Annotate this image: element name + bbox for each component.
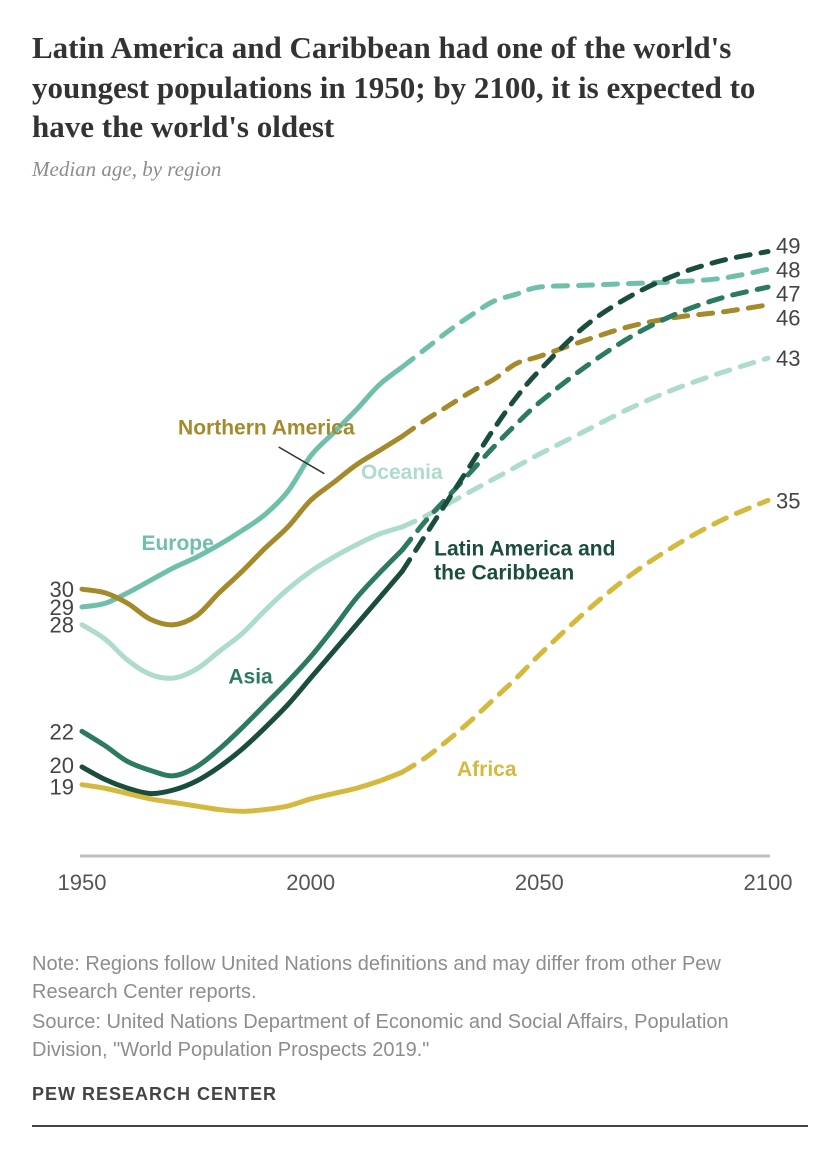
series-label-LatinAmericaCaribbean: Latin America and — [434, 537, 615, 560]
chart-title: Latin America and Caribbean had one of t… — [32, 28, 808, 147]
series-label-Africa: Africa — [457, 758, 517, 781]
end-value-label: 43 — [776, 346, 800, 371]
start-value-label: 22 — [50, 719, 74, 744]
series-line-Europe-projected — [402, 269, 768, 367]
series-label-Asia: Asia — [228, 665, 273, 688]
series-label-LatinAmericaCaribbean: the Caribbean — [434, 561, 574, 584]
start-value-label: 28 — [50, 613, 74, 638]
chart-subtitle: Median age, by region — [32, 157, 808, 182]
end-value-label: 35 — [776, 488, 800, 513]
end-value-label: 48 — [776, 258, 800, 283]
start-value-label: 19 — [50, 775, 74, 800]
series-label-Oceania: Oceania — [361, 461, 443, 484]
line-chart: 1950200020502100302928222019494847464335… — [32, 206, 808, 926]
footer-rule — [32, 1125, 808, 1127]
chart-source: Source: United Nations Department of Eco… — [32, 1008, 808, 1064]
end-value-label: 46 — [776, 306, 800, 331]
series-line-Oceania-projected — [402, 358, 768, 527]
chart-note: Note: Regions follow United Nations defi… — [32, 950, 808, 1006]
series-line-Africa — [82, 772, 402, 811]
end-value-label: 47 — [776, 282, 800, 307]
x-tick-label: 2100 — [744, 870, 793, 895]
brand-footer: PEW RESEARCH CENTER — [32, 1084, 808, 1121]
end-value-label: 49 — [776, 234, 800, 259]
x-tick-label: 2050 — [515, 870, 564, 895]
series-label-Europe: Europe — [141, 532, 213, 555]
x-tick-label: 1950 — [58, 870, 107, 895]
series-label-NorthernAmerica: Northern America — [178, 417, 355, 440]
x-tick-label: 2000 — [286, 870, 335, 895]
